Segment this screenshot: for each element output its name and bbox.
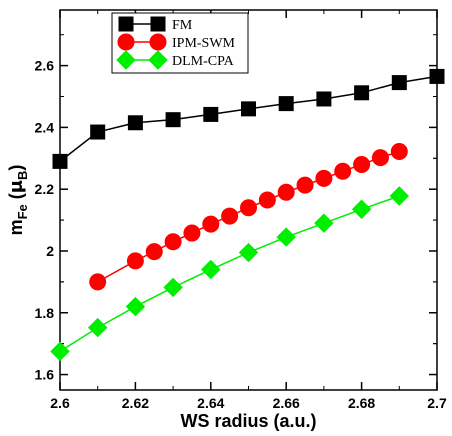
legend: FM IPM-SWM DLM-CPA: [111, 12, 249, 74]
data-point: [202, 215, 220, 233]
series-layer: [50, 68, 445, 362]
y-tick-label: 2.6: [35, 58, 55, 74]
data-point: [240, 199, 257, 217]
data-point: [87, 317, 108, 338]
data-point: [277, 183, 295, 201]
data-point: [126, 252, 144, 270]
data-point: [371, 149, 389, 167]
legend-marker: [117, 33, 135, 51]
y-label-unit-symbol: μ: [6, 180, 27, 193]
y-tick-label: 2.2: [35, 181, 55, 197]
data-point: [221, 207, 239, 225]
legend-label: DLM-CPA: [172, 54, 235, 69]
x-tick-label: 2.62: [122, 395, 149, 411]
data-point: [278, 96, 294, 112]
data-point: [163, 277, 183, 298]
data-point: [258, 191, 276, 209]
legend-marker: [118, 16, 134, 32]
x-tick-label: 2.7: [427, 395, 447, 411]
legend-label: FM: [172, 18, 193, 33]
data-point: [125, 296, 146, 317]
legend-box: [111, 12, 249, 74]
data-point: [127, 115, 143, 131]
data-point: [89, 273, 107, 291]
data-point: [164, 233, 182, 251]
y-tick-label: 2: [46, 243, 54, 259]
data-point: [316, 91, 332, 107]
data-point: [354, 85, 370, 101]
data-point: [314, 213, 334, 233]
series-line: [97, 150, 400, 283]
data-point: [241, 101, 256, 117]
legend-marker: [150, 16, 166, 32]
data-point: [334, 162, 352, 180]
x-axis-label: WS radius (a.u.): [180, 411, 316, 431]
data-point: [52, 153, 68, 169]
x-tick-label: 2.6: [50, 395, 70, 411]
x-tick-label: 2.68: [348, 395, 375, 411]
data-point: [183, 224, 201, 242]
series-ipm-swm: [89, 142, 408, 291]
data-point: [390, 142, 408, 160]
data-point: [90, 124, 106, 140]
y-tick-label: 1.6: [35, 367, 55, 383]
series-dlm-cpa: [50, 186, 410, 362]
legend-marker: [149, 33, 167, 51]
data-point: [391, 75, 407, 91]
legend-label: IPM-SWM: [172, 36, 236, 51]
data-point: [351, 199, 372, 219]
series-line: [59, 195, 400, 353]
y-label-unit-subscript: B: [15, 171, 30, 180]
y-label-unit-close: ): [6, 165, 26, 171]
data-point: [165, 112, 181, 128]
legend-marker: [116, 50, 136, 70]
x-tick-label: 2.64: [197, 395, 224, 411]
data-point: [145, 243, 163, 261]
data-point: [50, 341, 70, 362]
x-tick-label: 2.66: [273, 395, 300, 411]
data-point: [353, 155, 371, 173]
y-tick-label: 1.8: [35, 305, 55, 321]
data-point: [238, 242, 259, 263]
axis-ticks: 2.6 2.62 2.64 2.66 2.68 2.7 1.6 1.8 2 2.2 2.4 2.6: [35, 10, 447, 411]
data-point: [315, 169, 333, 187]
y-axis-label: mFe (μB): [6, 165, 30, 236]
series-line: [59, 75, 438, 162]
y-label-subscript: Fe: [15, 204, 30, 219]
data-point: [201, 259, 221, 280]
legend-marker: [148, 50, 168, 70]
data-point: [203, 106, 219, 122]
series-fm: [52, 68, 445, 169]
y-label-unit-open: (: [6, 193, 26, 204]
data-point: [296, 176, 314, 194]
data-point: [276, 227, 296, 247]
y-tick-label: 2.4: [35, 119, 55, 135]
data-point: [429, 68, 445, 84]
data-point: [389, 186, 410, 206]
y-label-main: m: [6, 219, 26, 235]
